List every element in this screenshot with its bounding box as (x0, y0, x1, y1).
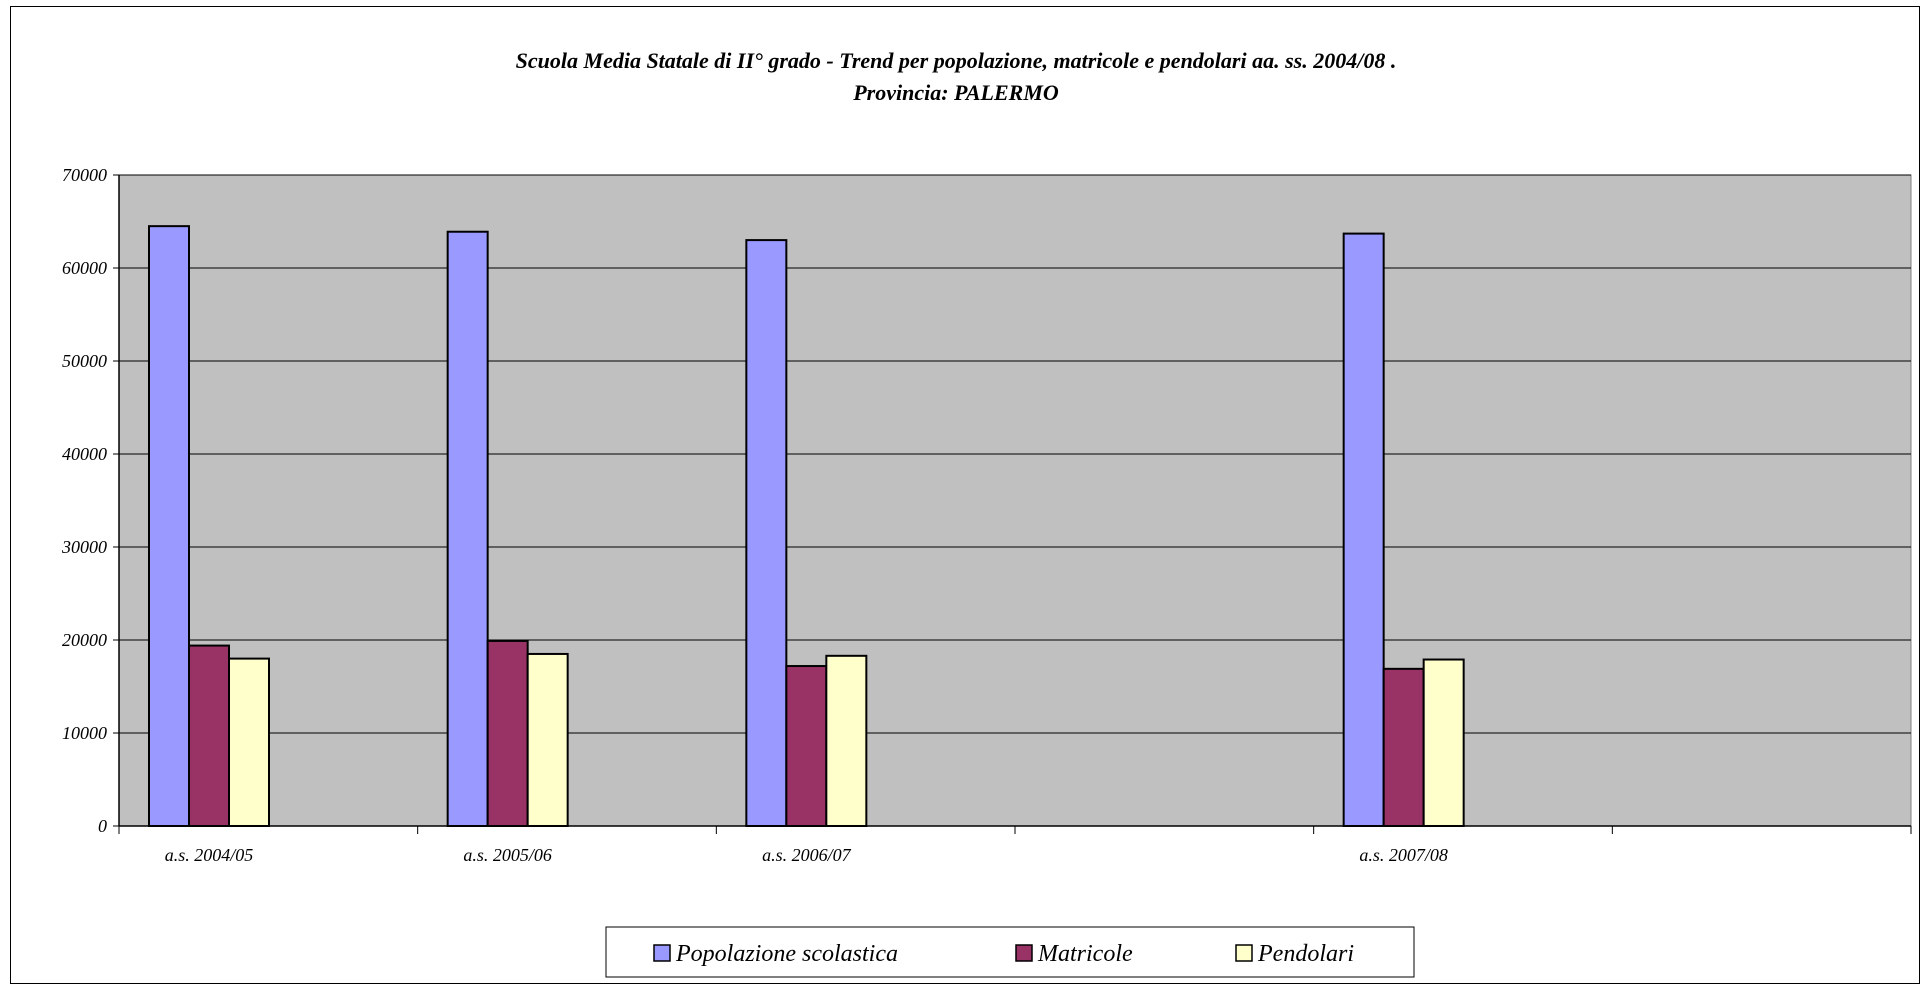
legend-label: Popolazione scolastica (675, 941, 898, 967)
y-tick-label: 40000 (62, 444, 107, 464)
bar-popolazione-scolastica (1342, 232, 1385, 827)
legend-label: Matricole (1037, 941, 1133, 967)
chart-frame: Scuola Media Statale di II° grado - Tren… (10, 6, 1920, 984)
plot-background (118, 174, 1912, 827)
y-tick-label: 30000 (61, 537, 107, 557)
y-tick-label: 20000 (62, 630, 107, 650)
legend-box (605, 926, 1415, 978)
bar-matricole (1382, 667, 1425, 828)
legend-swatch (1015, 944, 1033, 962)
bar-popolazione-scolastica (446, 230, 489, 828)
y-tick-label: 60000 (62, 258, 107, 278)
x-tick-label: a.s. 2007/08 (1359, 845, 1448, 865)
chart-subtitle: Provincia: PALERMO (852, 80, 1059, 105)
legend-label: Pendolari (1257, 941, 1354, 967)
bar-pendolari (228, 657, 270, 827)
legend-swatch (1235, 944, 1253, 962)
legend: Popolazione scolastica Matricole Pendolari (605, 926, 1415, 978)
x-tick-label: a.s. 2004/05 (165, 845, 254, 865)
bar-pendolari (1422, 658, 1465, 828)
bar-pendolari (825, 654, 868, 827)
y-tick-label: 0 (98, 816, 107, 836)
bar-popolazione-scolastica (745, 239, 788, 828)
legend-swatch (653, 944, 671, 962)
bar-popolazione-scolastica (148, 225, 190, 827)
chart: Scuola Media Statale di II° grado - Tren… (61, 48, 1912, 978)
bar-matricole (486, 639, 529, 827)
y-tick-label: 70000 (62, 165, 107, 185)
x-tick-label: a.s. 2005/06 (463, 845, 552, 865)
y-tick-label: 10000 (62, 723, 107, 743)
plot-area: 0 10000 20000 30000 40000 50000 60000 70000 a.s.… (61, 165, 1912, 865)
chart-title: Scuola Media Statale di II° grado - Tren… (516, 48, 1397, 73)
y-tick-label: 50000 (62, 351, 107, 371)
bar-matricole (785, 665, 828, 827)
bar-pendolari (526, 652, 569, 828)
bar-matricole (188, 644, 230, 828)
x-tick-label: a.s. 2006/07 (762, 845, 852, 865)
